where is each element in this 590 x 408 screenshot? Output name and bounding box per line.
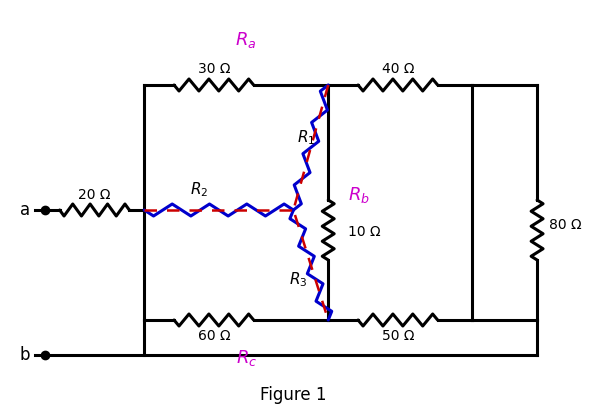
Text: $R_c$: $R_c$ bbox=[235, 348, 257, 368]
Text: 20 Ω: 20 Ω bbox=[78, 188, 111, 202]
Text: $R_a$: $R_a$ bbox=[235, 30, 257, 50]
Text: 40 Ω: 40 Ω bbox=[382, 62, 414, 76]
Text: 10 Ω: 10 Ω bbox=[348, 225, 381, 239]
Text: $R_2$: $R_2$ bbox=[190, 181, 208, 200]
Text: 50 Ω: 50 Ω bbox=[382, 329, 414, 343]
Text: $R_b$: $R_b$ bbox=[348, 185, 370, 205]
Text: $R_1$: $R_1$ bbox=[297, 128, 316, 147]
Text: $R_3$: $R_3$ bbox=[289, 271, 307, 289]
Text: Figure 1: Figure 1 bbox=[260, 386, 327, 404]
Text: b: b bbox=[19, 346, 30, 364]
Text: a: a bbox=[19, 201, 30, 219]
Text: 80 Ω: 80 Ω bbox=[549, 218, 582, 232]
Text: 30 Ω: 30 Ω bbox=[198, 62, 230, 76]
Text: 60 Ω: 60 Ω bbox=[198, 329, 230, 343]
